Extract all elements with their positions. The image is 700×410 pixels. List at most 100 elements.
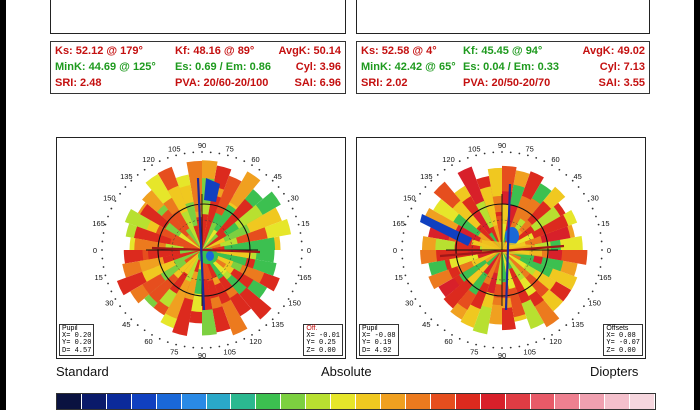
left-kf: Kf: 48.16 @ 89° <box>175 45 255 57</box>
left-stats-box: Ks: 52.12 @ 179° Kf: 48.16 @ 89° AvgK: 5… <box>50 41 346 94</box>
axis-dot <box>599 232 602 234</box>
angle-label: 150 <box>403 194 416 203</box>
color-swatch <box>455 394 481 409</box>
axis-dot <box>458 160 461 163</box>
map-sector <box>486 250 502 266</box>
color-swatch <box>605 394 631 409</box>
angle-label: 15 <box>301 219 309 228</box>
axis-dot <box>401 249 403 251</box>
color-swatch <box>231 394 257 409</box>
angle-label: 0 <box>607 246 611 255</box>
angle-label: 135 <box>571 320 584 329</box>
axis-dot <box>124 312 127 314</box>
axis-dot <box>201 151 203 153</box>
axis-dot <box>251 164 253 167</box>
axis-dot <box>419 192 421 195</box>
axis-dot <box>587 298 590 300</box>
axis-dot <box>158 160 161 163</box>
axis-dot <box>104 274 107 277</box>
angle-label: 105 <box>223 347 236 356</box>
axis-dot <box>595 215 597 218</box>
axis-dot <box>104 223 107 226</box>
color-swatch <box>480 394 506 409</box>
axis-dot <box>501 347 503 349</box>
color-scale-bar <box>56 393 656 410</box>
axis-dot <box>287 298 290 300</box>
axis-dot <box>430 318 433 321</box>
axis-dot <box>277 312 280 314</box>
axis-dot <box>291 207 294 210</box>
angle-label: 150 <box>103 194 116 203</box>
axis-dot <box>583 305 585 308</box>
angle-label: 60 <box>444 337 452 346</box>
axis-dot <box>119 192 121 195</box>
axis-dot <box>151 164 153 167</box>
axis-dot <box>235 157 238 159</box>
axis-dot <box>402 266 405 268</box>
left-offset-z: Z= 0.00 <box>306 346 336 355</box>
flat-axis <box>504 183 512 311</box>
axis-dot <box>410 290 413 293</box>
color-swatch <box>580 394 606 409</box>
axis-dot <box>404 274 407 277</box>
axis-dot <box>102 232 105 234</box>
right-ks: Ks: 52.58 @ 4° <box>361 45 437 57</box>
axis-dot <box>587 200 590 202</box>
axis-dot <box>251 333 253 336</box>
axis-dot <box>443 329 446 332</box>
axis-dot <box>151 333 153 336</box>
axis-dot <box>258 168 261 171</box>
axis-dot <box>404 223 407 226</box>
axis-dot <box>283 192 285 195</box>
axis-dot <box>192 346 195 349</box>
angle-label: 75 <box>470 347 478 356</box>
color-swatch <box>181 394 207 409</box>
axis-dot <box>243 337 246 340</box>
right-offset-y: Y= -0.07 <box>606 339 640 347</box>
angle-label: 0 <box>393 246 397 255</box>
left-mink: MinK: 44.69 @ 125° <box>55 61 156 73</box>
angle-label: 45 <box>422 320 430 329</box>
axis-dot <box>243 160 246 163</box>
axis-dot <box>492 151 495 154</box>
axis-dot <box>518 152 521 155</box>
axis-dot <box>291 290 294 293</box>
right-pupil-y: Y= 0.19 <box>362 339 392 347</box>
axis-dot <box>595 282 597 285</box>
map-sector <box>202 222 217 250</box>
axis-dot <box>297 274 300 277</box>
axis-dot <box>430 179 433 182</box>
axis-dot <box>501 151 503 153</box>
angle-label: 30 <box>405 298 413 307</box>
zone-ring <box>171 219 233 281</box>
axis-dot <box>407 215 409 218</box>
angle-label: 120 <box>142 155 155 164</box>
map-sector <box>202 214 209 250</box>
angle-label: 30 <box>105 298 113 307</box>
color-swatch <box>530 394 556 409</box>
map-sector <box>184 250 202 264</box>
axis-dot <box>183 345 186 348</box>
angle-label: 165 <box>92 219 105 228</box>
report-page: Ks: 52.12 @ 179° Kf: 48.16 @ 89° AvgK: 5… <box>6 0 694 410</box>
axis-dot <box>424 186 427 188</box>
axis-dot <box>583 192 585 195</box>
left-cyl: Cyl: 3.96 <box>295 61 341 73</box>
right-sri: SRI: 2.02 <box>361 77 408 89</box>
axis-dot <box>483 345 486 348</box>
left-topography-map: 90 105 120 135 150 165 0 15 30 45 60 75 90 105 120 135 1… <box>56 137 346 359</box>
axis-dot <box>551 333 553 336</box>
axis-dot <box>424 312 427 314</box>
angle-label: 60 <box>144 337 152 346</box>
right-pupil-d: D= 4.92 <box>362 346 392 355</box>
axis-dot <box>597 274 600 277</box>
angle-label: 105 <box>468 145 481 154</box>
axis-dot <box>101 257 104 260</box>
axis-dot <box>277 186 280 188</box>
color-swatch <box>405 394 431 409</box>
axis-dot <box>114 298 117 300</box>
left-pupil-title: Pupil <box>62 325 78 332</box>
axis-dot <box>466 341 469 343</box>
angle-label: 90 <box>198 141 206 150</box>
axis-dot <box>601 249 603 251</box>
